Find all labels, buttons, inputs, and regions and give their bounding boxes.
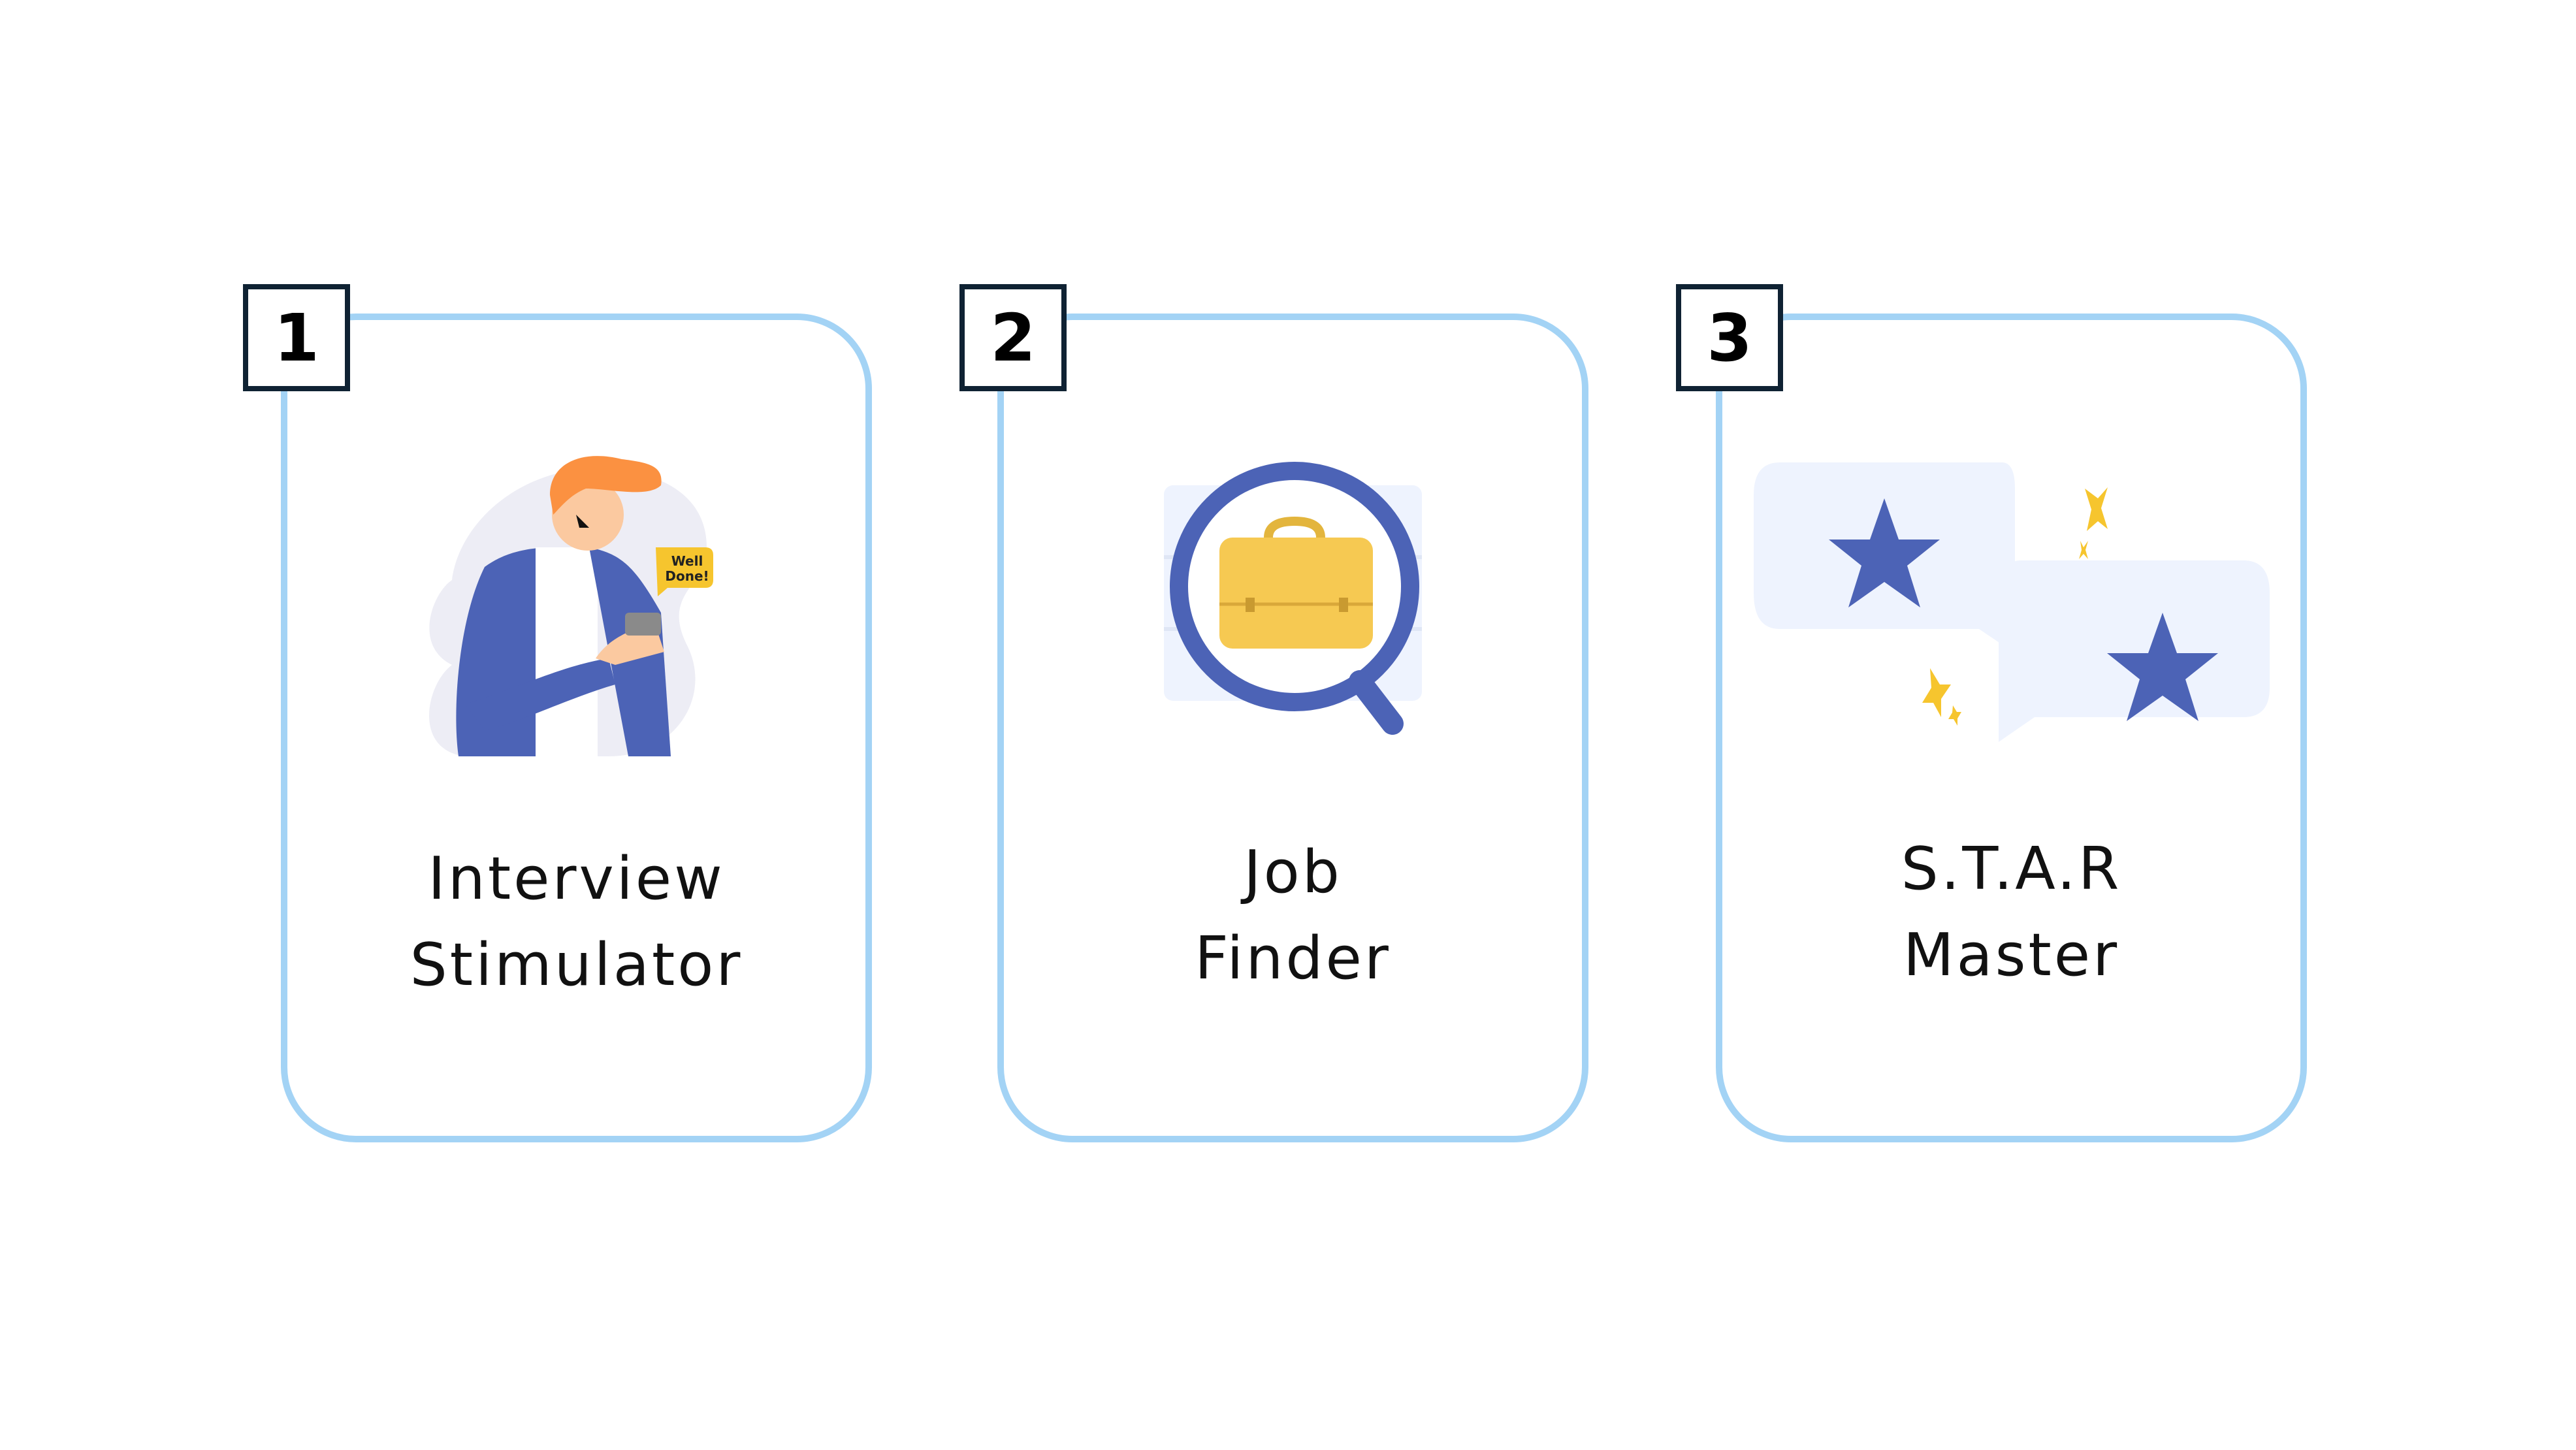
card-job-finder[interactable] xyxy=(997,314,1588,1142)
card-title-line1: S.T.A.R xyxy=(1901,835,2122,903)
step-number: 3 xyxy=(1707,299,1752,376)
card-title-line2: Master xyxy=(1903,921,2120,990)
speech-bubble-text-2: Done! xyxy=(665,568,709,584)
step-number: 1 xyxy=(274,299,319,376)
person-with-phone-illustration: Well Done! xyxy=(429,456,713,756)
step-badge-3: 3 xyxy=(1676,284,1783,391)
star-chat-bubbles-icon xyxy=(1754,462,2270,742)
magnifier-briefcase-icon xyxy=(1164,462,1422,735)
step-badge-2: 2 xyxy=(959,284,1067,391)
card-title-line2: Stimulator xyxy=(410,931,743,999)
step-number: 2 xyxy=(990,299,1036,376)
card-title-line1: Job xyxy=(1244,838,1342,907)
card-title-line1: Interview xyxy=(428,845,725,913)
speech-bubble-text-1: Well xyxy=(671,553,703,569)
card-title-line2: Finder xyxy=(1195,924,1391,993)
step-badge-1: 1 xyxy=(243,284,350,391)
